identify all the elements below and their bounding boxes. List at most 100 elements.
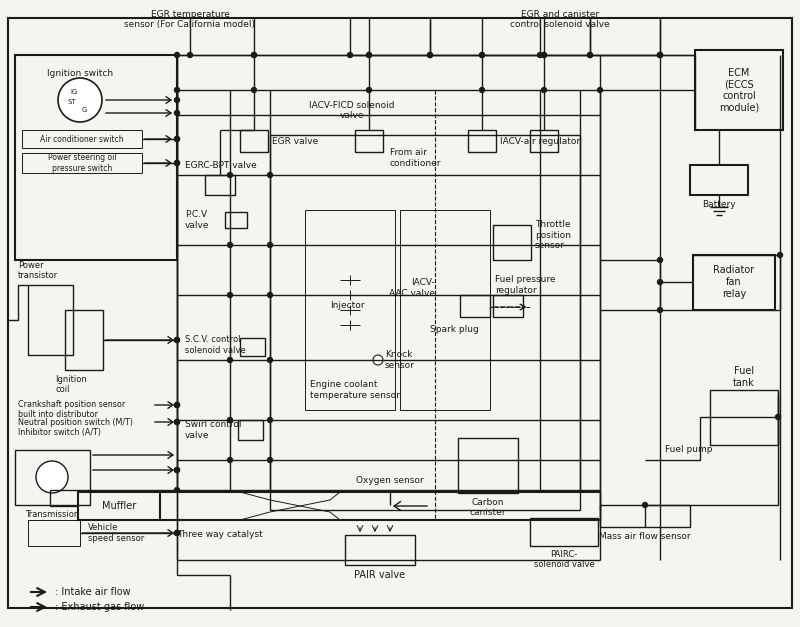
Text: EGR temperature
sensor (For California model): EGR temperature sensor (For California m… xyxy=(125,10,255,29)
Circle shape xyxy=(366,88,371,93)
Bar xyxy=(355,130,383,152)
Text: G: G xyxy=(82,107,86,113)
Text: Crankshaft position sensor
built into distributor: Crankshaft position sensor built into di… xyxy=(18,400,126,419)
Circle shape xyxy=(174,419,179,424)
Circle shape xyxy=(658,258,662,263)
Circle shape xyxy=(267,458,273,463)
Circle shape xyxy=(479,88,485,93)
Text: Engine coolant
temperature sensor: Engine coolant temperature sensor xyxy=(310,381,400,399)
Bar xyxy=(22,153,142,173)
Bar xyxy=(270,135,580,510)
Circle shape xyxy=(373,355,383,365)
Text: IACV-air regulator: IACV-air regulator xyxy=(500,137,580,147)
Bar xyxy=(493,295,523,317)
Text: Oxygen sensor: Oxygen sensor xyxy=(356,476,424,485)
Circle shape xyxy=(174,137,179,142)
Circle shape xyxy=(174,403,179,408)
Text: PAIRC-
solenoid valve: PAIRC- solenoid valve xyxy=(534,550,594,569)
Text: EGRC-BPT valve: EGRC-BPT valve xyxy=(185,161,257,170)
Circle shape xyxy=(174,468,179,473)
Circle shape xyxy=(251,53,257,58)
Circle shape xyxy=(479,53,485,58)
Circle shape xyxy=(227,458,233,463)
Circle shape xyxy=(251,53,257,58)
Text: Radiator
fan
relay: Radiator fan relay xyxy=(714,265,754,298)
Circle shape xyxy=(658,53,662,58)
Circle shape xyxy=(542,53,546,58)
Text: Transmission: Transmission xyxy=(25,510,79,519)
Text: ECM
(ECCS
control
module): ECM (ECCS control module) xyxy=(719,68,759,112)
Circle shape xyxy=(658,307,662,312)
Bar xyxy=(28,285,73,355)
Text: Swirl control
valve: Swirl control valve xyxy=(185,420,242,440)
Circle shape xyxy=(174,88,179,93)
Text: Power steering oil
pressure switch: Power steering oil pressure switch xyxy=(48,153,116,172)
Circle shape xyxy=(366,53,371,58)
Circle shape xyxy=(174,403,179,408)
Text: Ignition switch: Ignition switch xyxy=(47,69,113,78)
Bar xyxy=(345,535,415,565)
Circle shape xyxy=(658,53,662,58)
Bar xyxy=(238,420,263,440)
Text: Mass air flow sensor: Mass air flow sensor xyxy=(599,532,691,541)
Circle shape xyxy=(227,293,233,297)
Circle shape xyxy=(538,53,542,58)
Bar xyxy=(493,225,531,260)
Bar xyxy=(22,130,142,148)
Bar xyxy=(530,130,558,152)
Bar xyxy=(28,520,80,546)
Circle shape xyxy=(174,488,179,492)
Circle shape xyxy=(174,419,179,424)
Bar xyxy=(305,210,395,410)
Text: Vehicle
speed sensor: Vehicle speed sensor xyxy=(88,524,144,543)
Text: IACV-FICD solenoid
valve: IACV-FICD solenoid valve xyxy=(310,100,394,120)
Bar xyxy=(78,492,160,520)
Bar xyxy=(690,165,748,195)
Text: IG: IG xyxy=(70,89,78,95)
Bar xyxy=(460,295,490,317)
Circle shape xyxy=(267,418,273,423)
Circle shape xyxy=(251,88,257,93)
Text: Throttle
position
sensor: Throttle position sensor xyxy=(535,220,571,250)
Text: From air
conditioner: From air conditioner xyxy=(390,149,442,167)
Text: Injector: Injector xyxy=(330,300,365,310)
Circle shape xyxy=(366,53,371,58)
Circle shape xyxy=(267,172,273,177)
Circle shape xyxy=(174,161,179,166)
Bar xyxy=(600,505,690,527)
Text: : Intake air flow: : Intake air flow xyxy=(55,587,130,597)
Bar xyxy=(458,438,518,493)
Bar xyxy=(400,210,490,410)
Text: P.C.V
valve: P.C.V valve xyxy=(185,210,210,229)
Circle shape xyxy=(227,243,233,248)
Text: EGR and canister
control solenoid valve: EGR and canister control solenoid valve xyxy=(510,10,610,29)
Bar xyxy=(693,255,775,310)
Circle shape xyxy=(587,53,593,58)
Bar xyxy=(240,338,265,356)
Circle shape xyxy=(427,53,433,58)
Circle shape xyxy=(267,293,273,297)
Text: Three way catalyst: Three way catalyst xyxy=(177,530,263,539)
Bar xyxy=(205,175,235,195)
Circle shape xyxy=(658,280,662,285)
Bar xyxy=(468,130,496,152)
Text: EGR valve: EGR valve xyxy=(272,137,318,147)
Circle shape xyxy=(479,53,485,58)
Bar xyxy=(240,130,268,152)
Circle shape xyxy=(427,53,433,58)
Circle shape xyxy=(174,161,179,166)
Circle shape xyxy=(174,53,179,58)
Text: Power
transistor: Power transistor xyxy=(18,261,58,280)
Text: Knock
sensor: Knock sensor xyxy=(385,350,415,370)
Text: Spark plug: Spark plug xyxy=(430,325,478,334)
Text: PAIR valve: PAIR valve xyxy=(354,570,406,580)
Text: : Exhaust gas flow: : Exhaust gas flow xyxy=(55,602,144,612)
Circle shape xyxy=(542,53,546,58)
Circle shape xyxy=(267,243,273,248)
Circle shape xyxy=(174,337,179,342)
Bar xyxy=(15,55,177,260)
Text: IACV-
AAC valve: IACV- AAC valve xyxy=(389,278,435,298)
Circle shape xyxy=(174,337,179,342)
Text: Muffler: Muffler xyxy=(102,501,136,511)
Circle shape xyxy=(542,88,546,93)
